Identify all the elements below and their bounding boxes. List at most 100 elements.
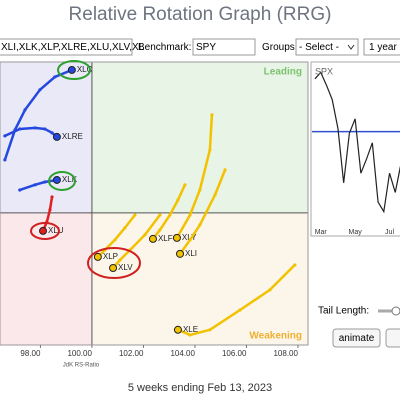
tail-point — [158, 228, 162, 232]
tail-point — [188, 333, 192, 337]
tail-point — [158, 213, 162, 217]
series-label: XLI — [185, 249, 197, 258]
highlight-circle — [30, 222, 60, 240]
tail-point — [33, 183, 37, 187]
head — [172, 233, 181, 242]
x-tick-label: 104.00 — [170, 349, 195, 358]
tail — [41, 196, 54, 232]
series-label: XLRE — [62, 132, 83, 141]
price-line — [314, 71, 400, 214]
highlight-circle — [48, 171, 76, 191]
x-tick-label: 100.00 — [67, 349, 92, 358]
head — [173, 325, 182, 334]
tail-point — [188, 238, 192, 242]
title: Relative Rotation Graph (RRG) — [69, 4, 332, 25]
head — [52, 175, 61, 184]
tail-point — [293, 263, 297, 267]
tail-point — [168, 213, 172, 217]
plot-border — [0, 61, 309, 346]
series-label: XLE — [183, 325, 198, 334]
dropdown-arrow — [347, 44, 355, 50]
tail-point — [213, 193, 217, 197]
period-select[interactable] — [363, 38, 400, 56]
tail-point — [268, 288, 272, 292]
x-tick-label: Jul — [385, 229, 394, 236]
quadrant-label: Weakening — [249, 331, 302, 342]
tail-point — [18, 188, 22, 192]
head — [176, 249, 185, 258]
tail-point — [223, 168, 227, 172]
rrg-chart: Leading Weakening 98.00 100.00 102.00 104.00 1… — [0, 60, 309, 369]
series-label: XLK — [62, 175, 78, 184]
mini-frame — [310, 61, 400, 237]
head — [93, 252, 102, 261]
tail — [177, 264, 296, 337]
next-button[interactable] — [385, 328, 400, 348]
benchmark-text: SPY — [196, 42, 216, 53]
x-tick-label: Mar — [315, 229, 328, 236]
tail-point — [3, 134, 7, 138]
tail-point — [238, 308, 242, 312]
tail-point — [53, 75, 57, 79]
tail-point — [133, 213, 137, 217]
tail — [19, 178, 58, 192]
groups-text: - Select - — [299, 42, 339, 53]
quadrant-improving — [0, 62, 92, 213]
tail-point — [38, 88, 42, 92]
tail-point — [50, 195, 54, 199]
groups-select[interactable] — [295, 38, 359, 56]
tail-point — [3, 158, 7, 162]
tail-point — [50, 131, 54, 135]
highlight-circle — [57, 60, 91, 80]
tail-point — [43, 180, 47, 184]
tail-point — [118, 258, 122, 262]
tail-point — [18, 127, 22, 131]
head — [148, 234, 157, 243]
quadrant-weakening — [91, 212, 308, 345]
tail-point — [23, 108, 27, 112]
benchmark-input[interactable] — [192, 38, 256, 56]
tail-point — [183, 183, 187, 187]
tail-point — [33, 126, 37, 130]
quadrant-lagging — [0, 212, 92, 345]
x-tick-label: 98.00 — [20, 349, 41, 358]
series-label: XLY — [182, 233, 197, 242]
tail-point — [208, 328, 212, 332]
tail-point — [198, 223, 202, 227]
slider-knob[interactable] — [391, 306, 400, 316]
tail-length-label: Tail Length: — [318, 306, 369, 317]
series-label: XLV — [118, 263, 133, 272]
x-tick-label: 102.00 — [119, 349, 144, 358]
x-tick-label: 108.00 — [273, 349, 298, 358]
tail-point — [176, 198, 180, 202]
head — [109, 264, 118, 273]
tail-point — [188, 213, 192, 217]
highlight-circle — [87, 247, 141, 279]
symbols-input[interactable] — [0, 38, 133, 56]
x-axis-label: JdK RS-Ratio — [63, 363, 100, 369]
animate-button[interactable] — [332, 328, 381, 348]
quadrant-label: Leading — [264, 67, 302, 78]
benchmark-label: Benchmark: — [138, 42, 191, 53]
head — [52, 132, 61, 141]
series-label: XLU — [48, 226, 64, 235]
animate-text: animate — [339, 333, 375, 344]
spx-chart: SPX Mar May Jul — [310, 61, 400, 237]
tail-point — [210, 113, 214, 117]
series-label: XLP — [103, 252, 118, 261]
x-tick-label: May — [349, 229, 363, 236]
tail-point — [123, 226, 127, 230]
tail-point — [113, 238, 117, 242]
footer: 5 weeks ending Feb 13, 2023 — [128, 382, 272, 394]
tail-point — [208, 148, 212, 152]
symbols-text: XLI,XLK,XLP,XLRE,XLU,XLV,XL — [1, 42, 145, 53]
tail-point — [43, 127, 47, 131]
head — [39, 226, 48, 235]
tail-point — [198, 188, 202, 192]
tail-point — [48, 208, 52, 212]
x-tick-label: 106.00 — [222, 349, 247, 358]
period-text: 1 year — [369, 42, 397, 53]
groups-label: Groups: — [262, 42, 298, 53]
